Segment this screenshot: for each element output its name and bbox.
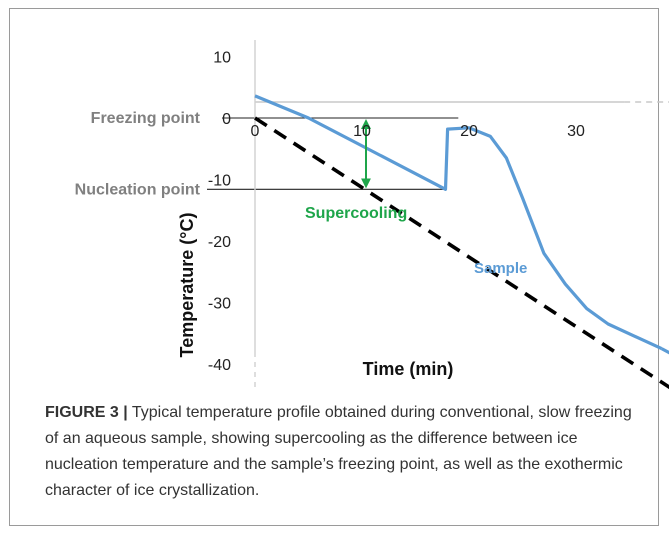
x-tick-label: 0: [251, 123, 260, 140]
y-tick-label: 10: [213, 50, 231, 67]
y-tick-label: -10: [208, 173, 231, 190]
y-tick-label: -30: [208, 296, 231, 313]
y-axis-title: Temperature (°C): [177, 213, 197, 358]
caption-text: Typical temperature profile obtained dur…: [45, 404, 632, 499]
caption-label: FIGURE 3 |: [45, 404, 128, 421]
figure-frame: [9, 8, 659, 526]
series-line: [254, 94, 663, 351]
nucleation-point-label: Nucleation point: [75, 181, 201, 198]
figure-caption: FIGURE 3 | Typical temperature profile o…: [45, 400, 635, 504]
y-tick-label: 0: [222, 111, 231, 128]
x-axis-title: Time (min): [363, 359, 454, 379]
x-tick-label: 10: [353, 123, 371, 140]
x-tick-label: 20: [460, 123, 478, 140]
supercooling-label: Supercooling: [305, 205, 407, 222]
x-tick-label: 30: [567, 123, 585, 140]
y-tick-label: -20: [208, 234, 231, 251]
freezing-point-label: Freezing point: [91, 110, 201, 127]
series-line: [254, 116, 669, 390]
temperature-chart: 100-10-20-30-40010203040Freezing pointNu…: [75, 40, 669, 392]
y-tick-label: -40: [208, 357, 231, 374]
sample-label: Sample: [474, 260, 527, 277]
